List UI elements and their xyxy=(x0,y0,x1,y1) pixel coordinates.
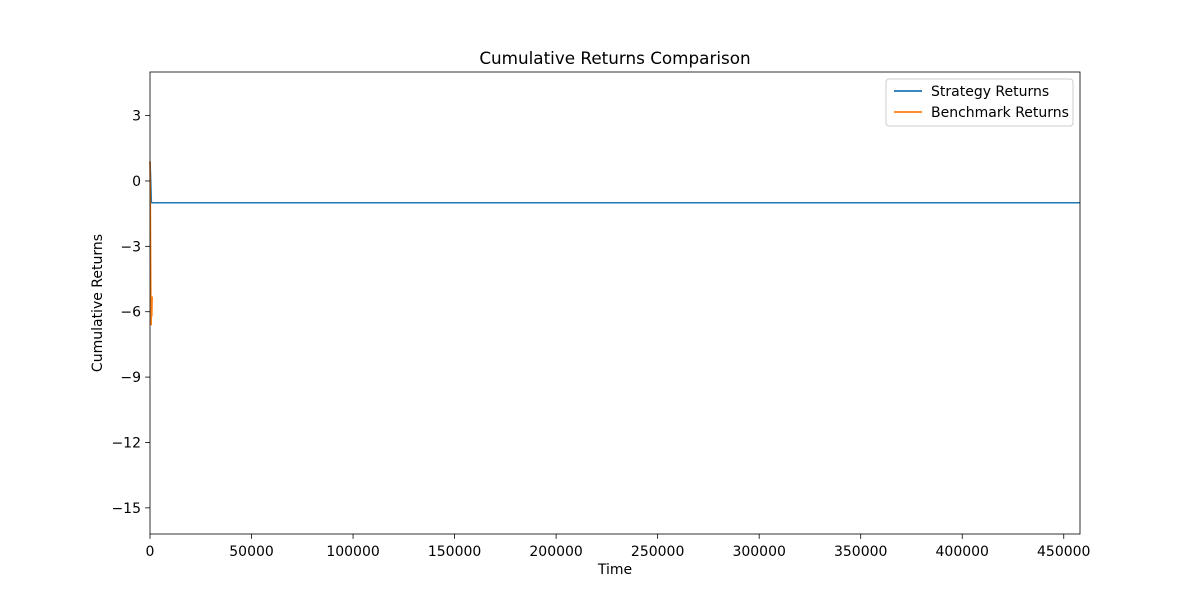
y-tick-label: −9 xyxy=(120,370,141,386)
y-tick-label: −15 xyxy=(111,501,141,517)
legend-label-strategy: Strategy Returns xyxy=(931,84,1049,100)
x-tick-label: 150000 xyxy=(428,544,481,560)
x-axis-ticks: 0 50000 100000 150000 200000 250000 300000 3500… xyxy=(146,534,1090,560)
y-tick-label: −6 xyxy=(120,305,141,321)
legend: Strategy Returns Benchmark Returns xyxy=(885,78,1074,127)
x-tick-label: 450000 xyxy=(1037,544,1090,560)
legend-box xyxy=(885,78,1074,127)
x-tick-label: 100000 xyxy=(326,544,379,560)
y-tick-label: 0 xyxy=(132,174,141,190)
x-tick-label: 250000 xyxy=(631,544,684,560)
chart-title: Cumulative Returns Comparison xyxy=(479,48,750,68)
y-tick-label: 3 xyxy=(132,109,141,125)
x-tick-label: 350000 xyxy=(834,544,887,560)
y-axis-ticks: 3 0 −3 −6 −9 −12 −15 xyxy=(111,109,150,517)
x-tick-label: 300000 xyxy=(732,544,785,560)
x-axis-label: Time xyxy=(597,562,632,578)
y-axis-label: Cumulative Returns xyxy=(90,234,106,372)
x-tick-label: 0 xyxy=(146,544,155,560)
x-tick-label: 200000 xyxy=(529,544,582,560)
y-tick-label: −12 xyxy=(111,435,141,451)
legend-label-benchmark: Benchmark Returns xyxy=(931,105,1069,121)
x-tick-label: 50000 xyxy=(229,544,274,560)
plot-frame xyxy=(149,71,1081,535)
plot-area xyxy=(150,72,1080,534)
y-tick-label: −3 xyxy=(120,239,141,255)
x-tick-label: 400000 xyxy=(936,544,989,560)
